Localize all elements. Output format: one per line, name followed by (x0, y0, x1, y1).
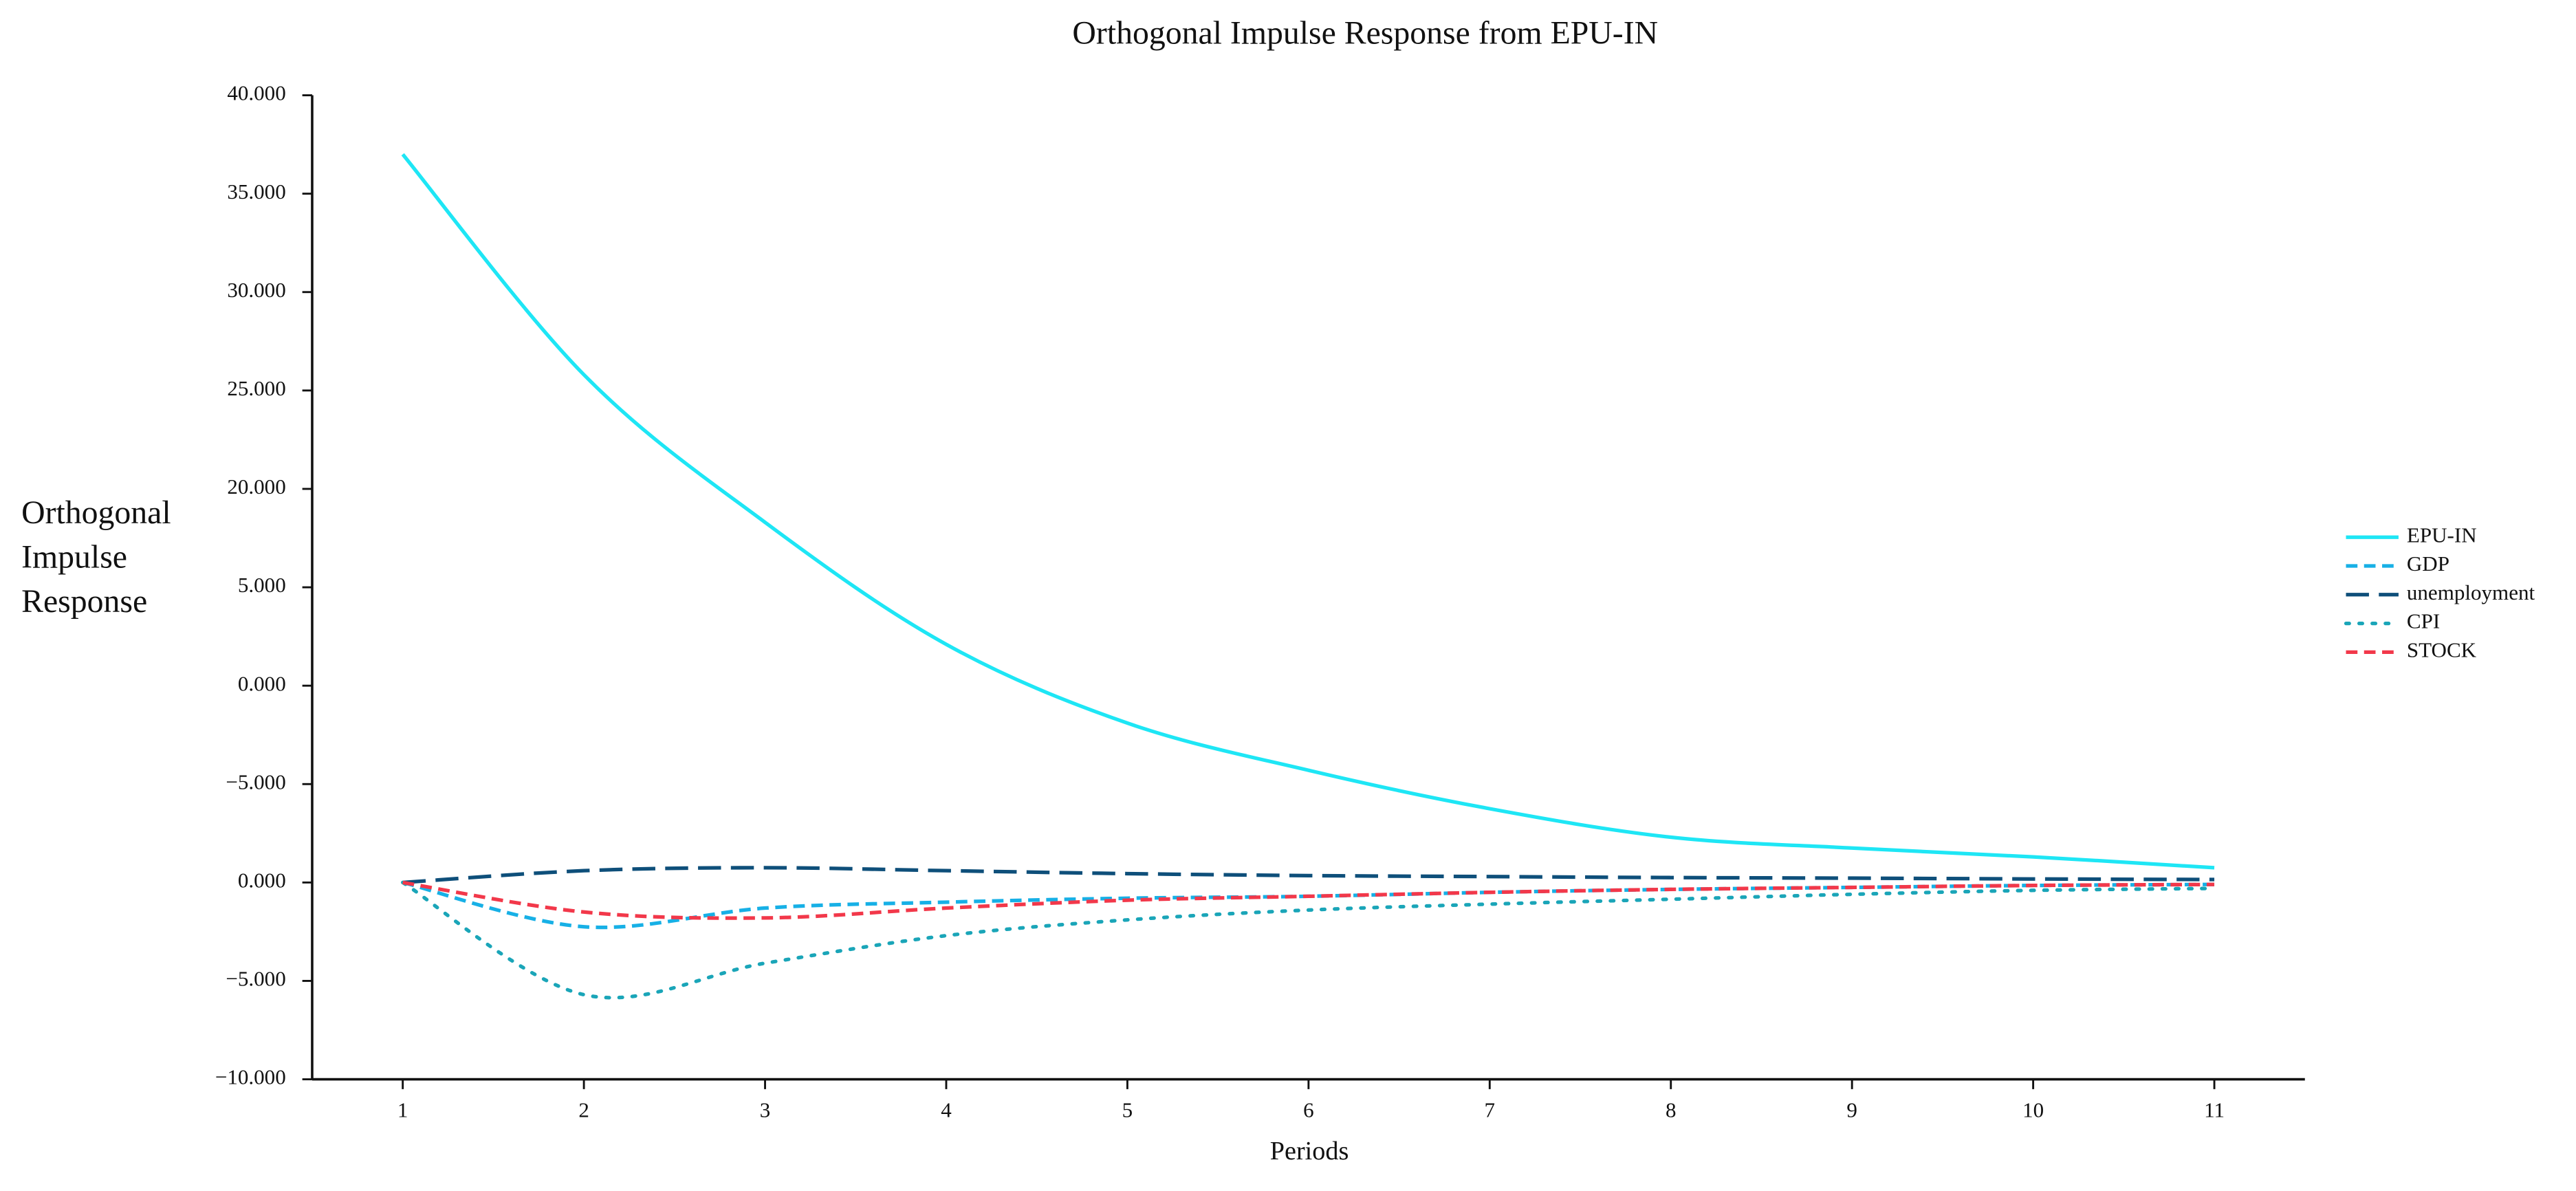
x-tick-label: 7 (1485, 1097, 1496, 1122)
x-tick-label: 2 (578, 1097, 589, 1122)
series-line (401, 153, 2215, 870)
y-tick-label: −5.000 (226, 967, 285, 991)
y-axis-label-line: Orthogonal (21, 494, 171, 531)
x-tick-label: 9 (1846, 1097, 1857, 1122)
y-tick-label: 5.000 (238, 573, 286, 597)
y-axis-label-line: Response (21, 583, 147, 620)
legend-label: CPI (2407, 609, 2440, 633)
x-tick-label: 1 (397, 1097, 408, 1122)
x-axis-label: Periods (1270, 1137, 1349, 1166)
y-tick-label: 0.000 (238, 868, 286, 892)
y-tick-label: 35.000 (227, 179, 285, 204)
y-tick-label: −10.000 (215, 1065, 286, 1089)
x-tick-label: 3 (760, 1097, 771, 1122)
y-tick-label: 40.000 (227, 81, 285, 105)
x-tick-label: 8 (1666, 1097, 1677, 1122)
x-tick-label: 6 (1303, 1097, 1314, 1122)
legend-label: EPU-IN (2407, 523, 2477, 547)
legend-label: STOCK (2407, 638, 2477, 662)
y-axis-label: Orthogonal Impulse Response (21, 494, 171, 620)
legend-label: GDP (2407, 551, 2449, 576)
y-tick-label: 20.000 (227, 474, 285, 499)
x-tick-label: 4 (941, 1097, 952, 1122)
series-line (402, 880, 2215, 920)
x-tick-label: 10 (2022, 1097, 2044, 1122)
x-tick-label: 11 (2204, 1097, 2225, 1122)
y-tick-label: 25.000 (227, 376, 285, 400)
chart-title: Orthogonal Impulse Response from EPU-IN (1072, 15, 1658, 52)
legend-label: unemployment (2407, 580, 2535, 604)
x-tick-label: 5 (1122, 1097, 1133, 1122)
y-tick-label: −5.000 (226, 769, 285, 794)
series-line (401, 880, 2216, 1000)
y-tick-label: 0.000 (238, 671, 286, 695)
y-tick-label: 30.000 (227, 278, 285, 302)
series-line (402, 866, 2215, 884)
y-axis-label-line: Impulse (21, 539, 127, 576)
